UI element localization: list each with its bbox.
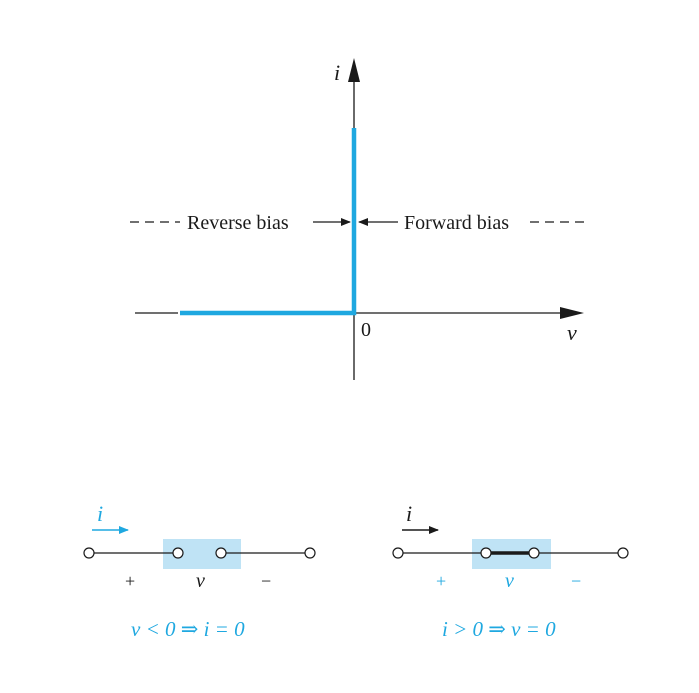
diode-node-left xyxy=(480,547,492,559)
reverse-bias-indicator: Reverse bias xyxy=(130,212,351,234)
diode-node-left xyxy=(172,547,184,559)
current-label: i xyxy=(406,501,412,526)
plus-sign: + xyxy=(125,571,135,591)
origin-label: 0 xyxy=(361,319,371,341)
x-axis-label: v xyxy=(567,320,577,345)
x-axis-arrowhead xyxy=(560,307,584,319)
voltage-label: v xyxy=(505,570,514,592)
minus-sign: − xyxy=(571,571,581,591)
y-axis-label: i xyxy=(334,60,340,85)
forward-bias-label: Forward bias xyxy=(404,212,509,234)
y-axis-arrowhead xyxy=(348,58,360,82)
forward-bias-circuit: i + v − i > 0 ⇒ v = 0 xyxy=(392,501,629,641)
forward-bias-indicator: Forward bias xyxy=(358,212,585,234)
forward-condition: i > 0 ⇒ v = 0 xyxy=(442,617,556,641)
terminal-left xyxy=(392,547,404,559)
terminal-left xyxy=(83,547,95,559)
iv-plot: i v 0 Reverse bias Forward bias xyxy=(130,58,585,380)
diode-node-right xyxy=(215,547,227,559)
current-label: i xyxy=(97,501,103,526)
reverse-bias-label: Reverse bias xyxy=(187,212,289,234)
reverse-condition: v < 0 ⇒ i = 0 xyxy=(131,617,245,641)
plus-sign: + xyxy=(436,571,446,591)
terminal-right xyxy=(617,547,629,559)
minus-sign: − xyxy=(261,571,271,591)
terminal-right xyxy=(304,547,316,559)
voltage-label: v xyxy=(196,570,205,592)
diode-node-right xyxy=(528,547,540,559)
reverse-bias-circuit: i + v − v < 0 ⇒ i = 0 xyxy=(83,501,316,641)
ideal-diode-characteristic xyxy=(180,128,357,316)
